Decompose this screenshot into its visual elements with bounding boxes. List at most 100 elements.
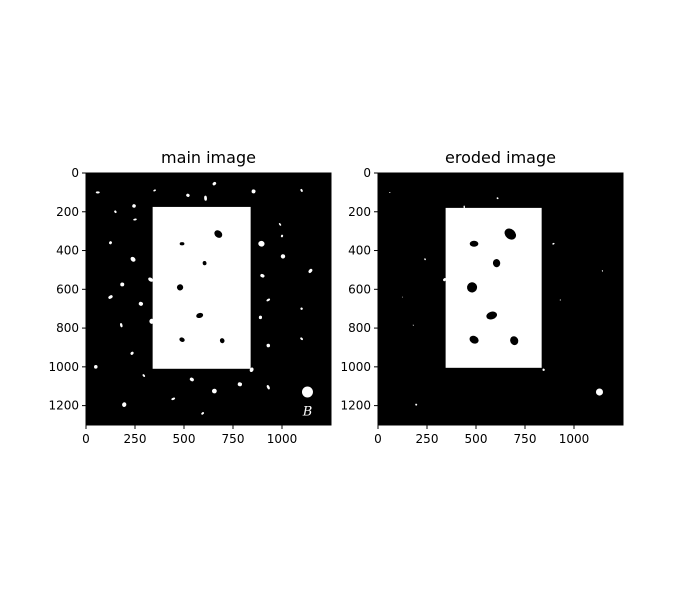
speck (201, 412, 204, 415)
speck (266, 385, 270, 390)
image-content: B (86, 173, 331, 425)
x-tick-label: 750 (222, 432, 245, 446)
y-tick-label: 1000 (48, 360, 79, 374)
hole (176, 284, 184, 291)
x-tick-label: 0 (82, 432, 90, 446)
hole (469, 335, 479, 344)
speck (260, 273, 265, 278)
speck (552, 242, 555, 245)
speck (280, 234, 284, 238)
x-tick-label: 1000 (267, 432, 298, 446)
speck (171, 397, 176, 401)
hole (202, 260, 207, 266)
y-tick-label: 0 (71, 166, 79, 180)
speck (153, 189, 156, 192)
y-tick-label: 800 (56, 321, 79, 335)
speck (237, 382, 243, 387)
speck (130, 256, 136, 262)
speck (133, 218, 137, 221)
speck (130, 351, 134, 355)
speck (138, 301, 144, 306)
y-tick-label: 400 (56, 244, 79, 258)
disk-marker (301, 386, 313, 398)
speck (114, 210, 117, 214)
speck (204, 195, 207, 201)
speck (251, 189, 256, 194)
chart-panel-2: 0 250 500 750 1000 0 200 400 600 800 1000 1200 erode… (340, 148, 624, 446)
hole (196, 312, 204, 319)
speck (189, 377, 194, 382)
speck (424, 258, 426, 261)
speck (122, 402, 127, 407)
speck (496, 197, 499, 200)
axes-frame (377, 172, 624, 426)
y-tick-label: 1200 (48, 399, 79, 413)
y-tick-label: 1200 (340, 399, 371, 413)
speck (401, 296, 404, 298)
x-tick-label: 750 (514, 432, 537, 446)
x-tick-label: 250 (416, 432, 439, 446)
speck (463, 205, 465, 209)
speck (142, 374, 146, 377)
hole (510, 336, 519, 346)
y-tick-label: 0 (363, 166, 371, 180)
speck (542, 368, 545, 371)
speck (300, 188, 303, 192)
speck (300, 307, 303, 310)
speck (258, 240, 265, 247)
speck (109, 241, 112, 245)
speck (559, 299, 561, 301)
white-rectangle (445, 207, 542, 368)
hole (214, 230, 223, 238)
axes-frame (85, 172, 332, 426)
speck (212, 181, 217, 186)
speck (266, 343, 271, 348)
x-tick-label: 500 (173, 432, 196, 446)
speck (120, 282, 125, 287)
y-tick-label: 200 (56, 205, 79, 219)
speck (132, 204, 136, 208)
speck (211, 388, 217, 394)
hole (219, 338, 225, 344)
y-tick-label: 1000 (340, 360, 371, 374)
speck (186, 193, 190, 197)
speck (108, 295, 113, 299)
hole (179, 337, 185, 342)
hole (179, 242, 185, 246)
speck (148, 277, 154, 282)
annotation-label: B (302, 404, 313, 419)
speck (120, 323, 123, 328)
x-tick-label: 500 (465, 432, 488, 446)
chart-title: main image (161, 148, 256, 167)
image-content (378, 173, 623, 425)
y-tick-label: 800 (348, 321, 371, 335)
speck (443, 278, 447, 282)
speck (308, 268, 313, 273)
chart-title: eroded image (445, 148, 556, 167)
y-tick-label: 600 (56, 282, 79, 296)
x-tick-label: 0 (374, 432, 382, 446)
speck (415, 403, 418, 406)
speck (94, 365, 98, 369)
hole (504, 228, 517, 240)
speck (266, 298, 271, 302)
speck (388, 191, 391, 193)
hole (467, 282, 478, 293)
chart-panel-1: B 0 250 500 750 1000 0 200 400 600 800 1000 1200 main… (48, 148, 332, 446)
speck (258, 315, 263, 320)
speck (601, 270, 603, 272)
y-tick-label: 200 (348, 205, 371, 219)
speck (95, 191, 100, 194)
hole (486, 311, 498, 320)
disk-marker (595, 388, 604, 396)
hole (492, 259, 501, 268)
white-rectangle (152, 206, 251, 369)
speck (278, 222, 282, 226)
y-tick-label: 600 (348, 282, 371, 296)
y-tick-label: 400 (348, 244, 371, 258)
speck (280, 254, 286, 259)
x-tick-label: 250 (124, 432, 147, 446)
hole (469, 240, 479, 247)
speck (300, 337, 303, 341)
